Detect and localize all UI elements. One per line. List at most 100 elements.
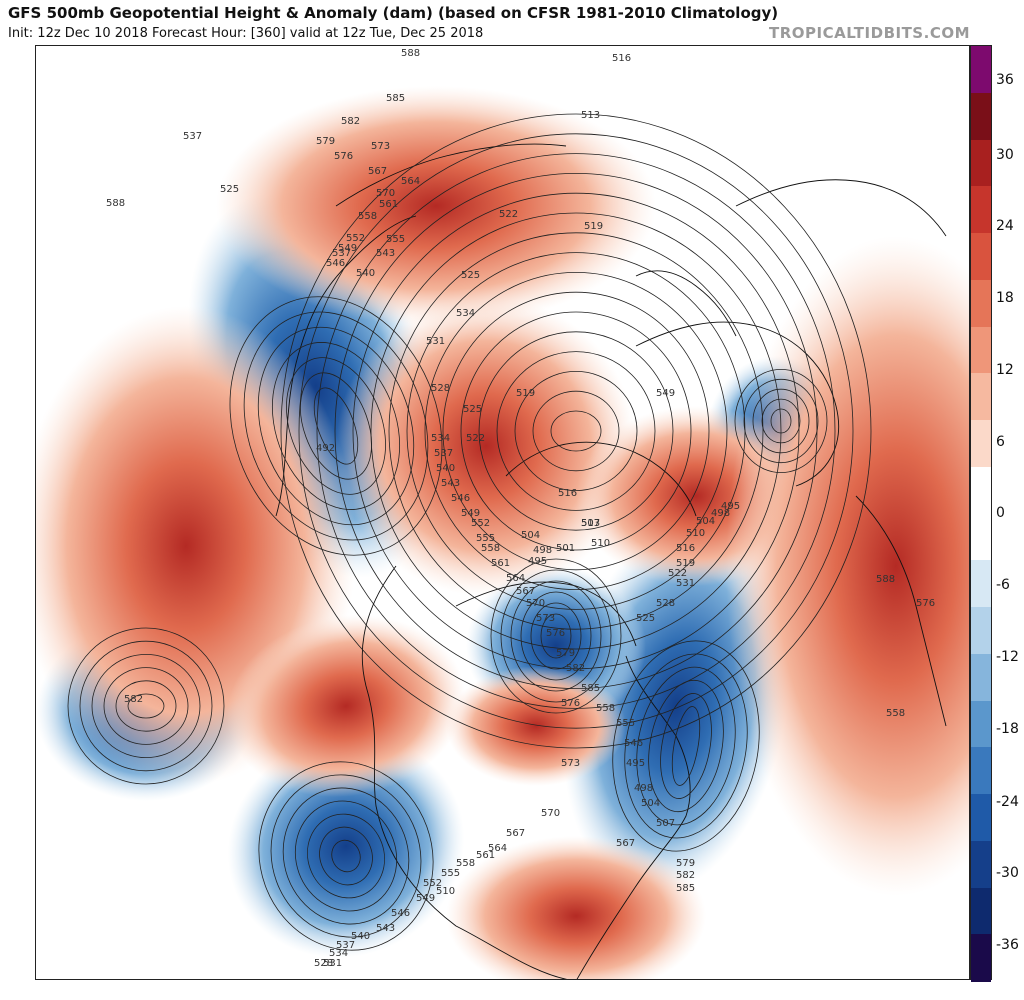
height-contour [243,311,429,541]
contour-label: 501 [556,543,575,554]
contour-label: 573 [536,613,555,624]
positive-anomaly-area [216,86,656,326]
height-contour [520,591,592,681]
contour-label: 519 [516,388,535,399]
contour-label: 534 [431,433,450,444]
contour-label: 585 [676,883,695,894]
colorbar-tick-label: 36 [996,72,1014,88]
contour-label: 573 [561,758,580,769]
contour-label: 540 [351,931,370,942]
height-contour [115,680,177,732]
contour-label: 567 [368,166,387,177]
contour-label: 564 [488,843,507,854]
contour-label: 513 [581,110,600,121]
forecast-info: Init: 12z Dec 10 2018 Forecast Hour: [36… [8,26,484,41]
colorbar-segment [971,46,991,94]
height-contour [514,370,638,491]
height-contour [624,653,748,839]
colorbar-segment [971,186,991,234]
height-contour [660,693,712,799]
contour-label: 570 [541,808,560,819]
height-contour [298,133,854,729]
colorbar-tick-label: -6 [996,577,1010,593]
contour-label: 555 [616,718,635,729]
height-contour [636,666,736,826]
height-contour [67,627,225,785]
colorbar-segment [971,326,991,374]
contour-label: 549 [461,508,480,519]
contour-label: 507 [656,818,675,829]
height-contour [734,368,828,473]
contour-label: 495 [626,758,645,769]
coastline [635,321,840,487]
height-contour [270,774,422,938]
contour-label: 519 [584,221,603,232]
contour-label: 549 [416,893,435,904]
height-contour [313,387,359,465]
contour-label: 510 [591,538,610,549]
coastline [635,270,737,337]
contour-label: 579 [316,136,335,147]
contour-label: 582 [566,663,585,674]
contour-label: 555 [386,234,405,245]
contour-label: 537 [434,448,453,459]
colorbar-segment [971,139,991,187]
positive-anomaly-area [336,296,636,596]
height-contour [671,706,701,786]
colorbar-segment [971,279,991,327]
height-contour [752,388,810,454]
contour-label: 516 [612,53,631,64]
colorbar-segment [971,92,991,140]
contour-label: 531 [676,578,695,589]
contour-label: 555 [476,533,495,544]
contour-label: 537 [183,131,202,142]
height-contour [258,761,434,951]
coastline [576,655,691,979]
colorbar-segment [971,373,991,421]
colorbar-tick-label: 30 [996,147,1014,163]
colorbar-segment [971,840,991,888]
height-contour [540,613,572,659]
height-contour [743,378,819,464]
colorbar-segment [971,653,991,701]
contour-label: 552 [346,233,365,244]
coastline [455,581,637,647]
contour-label: 537 [332,248,351,259]
contour-label: 510 [436,886,455,897]
contour-label: 558 [886,708,905,719]
contour-label: 528 [431,383,450,394]
height-contour [770,408,792,434]
height-contour [91,654,201,759]
height-contour [442,291,710,571]
contour-label: 543 [441,478,460,489]
contour-label: 564 [506,573,525,584]
colorbar-segment [971,887,991,935]
contour-label: 585 [386,93,405,104]
contour-label: 576 [334,151,353,162]
anomaly-colorbar [970,45,992,982]
contour-label: 558 [456,858,475,869]
contour-label: 546 [326,258,345,269]
height-contour [496,351,656,511]
contour-label: 534 [329,948,348,959]
contour-label: 492 [316,443,335,454]
height-contour [103,667,189,745]
contour-label: 516 [558,488,577,499]
height-contour [300,372,372,480]
height-contour [127,693,165,719]
contour-label: 540 [436,463,455,474]
height-contour [388,232,764,630]
contour-label: 588 [401,48,420,59]
anomaly-fill-layer [36,86,969,979]
colorbar-tick-label: 0 [996,505,1005,521]
contour-label: 558 [596,703,615,714]
brand-watermark[interactable]: TROPICALTIDBITS.COM [769,24,970,42]
height-contour [612,640,760,852]
contour-label: 561 [476,850,495,861]
contour-label: 558 [481,543,500,554]
contour-label: 543 [376,248,395,259]
contour-label: 522 [668,568,687,579]
contour-label: 531 [426,336,445,347]
height-contour [761,398,801,444]
height-contour [331,839,361,873]
